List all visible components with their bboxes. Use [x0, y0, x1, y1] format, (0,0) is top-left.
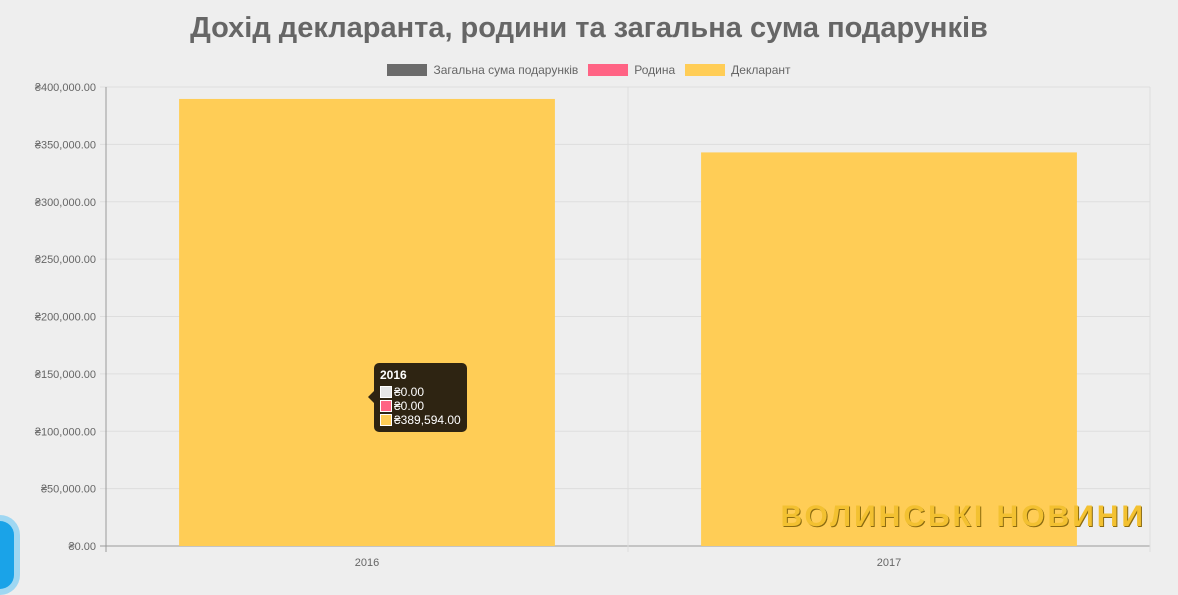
y-tick-label: ₴200,000.00: [35, 312, 96, 324]
legend-item[interactable]: Загальна сума подарунків: [387, 63, 578, 77]
tooltip-value: ₴0.00: [394, 399, 425, 413]
tooltip: 2016 ₴0.00 ₴0.00 ₴389,594.00: [368, 363, 467, 432]
y-tick-label: ₴400,000.00: [35, 82, 96, 94]
legend-label: Загальна сума подарунків: [433, 63, 579, 77]
bar: [701, 152, 1077, 546]
tooltip-row: ₴0.00: [380, 385, 461, 399]
y-tick-label: ₴0.00: [68, 541, 96, 553]
legend-label: Родина: [634, 63, 676, 77]
tooltip-swatch: [380, 400, 392, 412]
tooltip-value: ₴0.00: [394, 385, 425, 399]
y-tick-label: ₴350,000.00: [35, 139, 96, 151]
legend: Загальна сума подарунків Родина Декларан…: [0, 63, 1178, 77]
decorative-circle: [0, 515, 20, 595]
legend-item[interactable]: Декларант: [685, 63, 791, 77]
y-tick-label: ₴100,000.00: [35, 426, 96, 438]
tooltip-value: ₴389,594.00: [394, 413, 461, 427]
legend-label: Декларант: [731, 63, 791, 77]
chart-title: Дохід декларанта, родини та загальна сум…: [190, 12, 988, 44]
tooltip-title: 2016: [380, 368, 407, 382]
y-tick-label: ₴250,000.00: [35, 254, 96, 266]
legend-swatch: [588, 64, 629, 76]
x-tick-label: 2016: [355, 557, 379, 569]
y-tick-label: ₴150,000.00: [35, 369, 96, 381]
tooltip-swatch: [380, 414, 392, 426]
legend-swatch: [387, 64, 428, 76]
tooltip-row: ₴0.00: [380, 399, 461, 413]
y-tick-label: ₴300,000.00: [35, 197, 96, 209]
x-tick-label: 2017: [877, 557, 901, 569]
watermark-logo: ВОЛИНСЬКІ НОВИНИ: [780, 500, 1146, 533]
bar-chart: ₴0.00 ₴50,000.00 ₴100,000.00 ₴150,000.00 ₴20…: [35, 82, 1151, 569]
legend-item[interactable]: Родина: [588, 63, 675, 77]
tooltip-swatch: [380, 386, 392, 398]
bar: [179, 98, 555, 546]
tooltip-row: ₴389,594.00: [380, 413, 461, 427]
legend-swatch: [685, 64, 726, 76]
y-tick-label: ₴50,000.00: [41, 484, 96, 496]
